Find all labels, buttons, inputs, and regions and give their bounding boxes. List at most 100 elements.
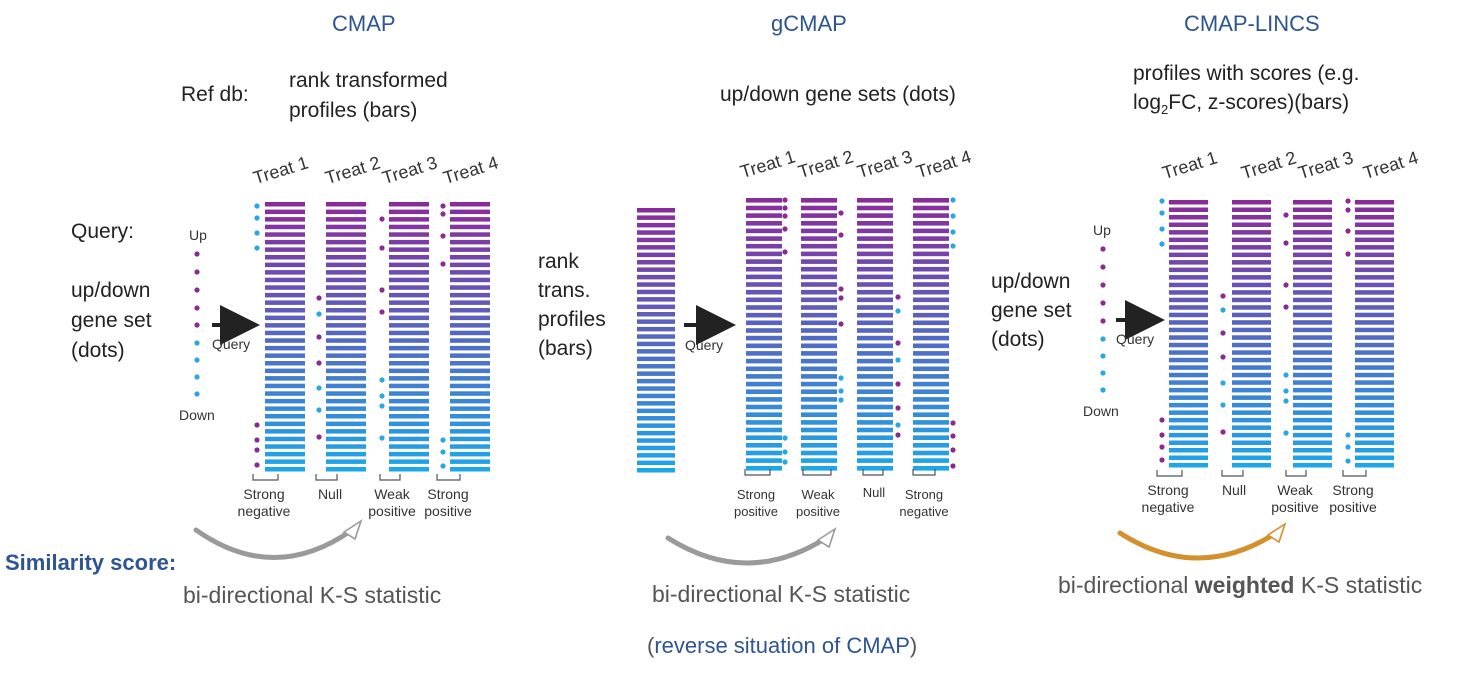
lincs-bar [1355, 275, 1394, 280]
cmap-ref-db-desc-2: profiles (bars) [289, 99, 418, 122]
cmap-outcome-2: Null [317, 486, 343, 502]
gcmap-query-bar [637, 356, 675, 362]
gcmap-query-bar [637, 222, 675, 228]
cmap-bar [389, 451, 429, 457]
gcmap-bar [857, 289, 893, 295]
gcmap-bar [913, 213, 949, 218]
cmap-up-label: Up [189, 227, 207, 243]
cmap-bar [450, 232, 490, 237]
cmap-dot [440, 233, 446, 239]
gcmap-dot [950, 420, 956, 426]
gcmap-bar [857, 259, 893, 264]
cmap-bar [326, 451, 366, 457]
gcmap-bar [746, 312, 782, 318]
gcmap-query-bar [637, 416, 675, 421]
cmap-bar [326, 436, 366, 442]
cmap-bar [265, 247, 305, 252]
cmap-bar [265, 361, 305, 366]
cmap-bar [389, 232, 429, 237]
cmap-bar [265, 232, 305, 237]
gcmap-bar [857, 320, 893, 326]
lincs-bar [1355, 215, 1394, 220]
cmap-bar [450, 459, 490, 464]
gcmap-bar [746, 198, 782, 203]
lincs-bar [1355, 267, 1394, 273]
gcmap-bar [913, 435, 949, 440]
lincs-bar [1355, 350, 1394, 355]
gcmap-bar [746, 427, 782, 433]
gcmap-dot [782, 197, 788, 203]
gcmap-bar [857, 458, 893, 463]
gcmap-bar [746, 397, 782, 402]
cmap-dot [440, 261, 446, 267]
lincs-bar [1293, 342, 1332, 348]
gcmap-bar [746, 228, 782, 234]
gcmap-bar [857, 221, 893, 226]
gcmap-query-bar [637, 460, 675, 466]
gcmap-bar [801, 427, 837, 433]
cmap-bar [450, 255, 490, 260]
lincs-bar [1293, 327, 1332, 333]
cmap-bar [389, 459, 429, 464]
gcmap-ref-db-desc: up/down gene sets (dots) [720, 83, 956, 106]
gcmap-bar [801, 381, 837, 387]
cmap-bar [450, 217, 490, 222]
cmap-bar [450, 376, 490, 381]
gcmap-bar [746, 412, 782, 417]
gcmap-bar [801, 366, 837, 372]
gcmap-outcome-3: Null [862, 485, 886, 500]
lincs-bar [1232, 432, 1271, 438]
gcmap-bar [857, 381, 893, 387]
cmap-bar [450, 436, 490, 442]
gcmap-query-arrow-label: Query [685, 337, 724, 353]
gcmap-bar [746, 443, 782, 448]
cmap-bar [389, 217, 429, 222]
gcmap-bar [801, 320, 837, 326]
panel-title-cmap-lincs: CMAP-LINCS [1184, 11, 1320, 36]
gcmap-bar [913, 251, 949, 257]
cmap-bar [326, 224, 366, 230]
lincs-query-desc-2: gene set [991, 299, 1072, 322]
gcmap-bar [801, 358, 837, 364]
gcmap-query-bar [637, 260, 675, 265]
lincs-bar [1355, 207, 1394, 212]
lincs-bar [1293, 200, 1332, 205]
lincs-bar [1293, 455, 1332, 460]
gcmap-bar [913, 274, 949, 280]
gcmap-bar [801, 221, 837, 226]
gcmap-dot [782, 435, 788, 441]
lincs-dot [1283, 282, 1289, 288]
gcmap-dot [895, 308, 901, 314]
cmap-bar [389, 247, 429, 252]
gcmap-bar [913, 297, 949, 303]
lincs-dot [1220, 330, 1226, 336]
gcmap-bar [913, 458, 949, 463]
cmap-dot [440, 437, 446, 443]
lincs-dot [1345, 432, 1351, 438]
gcmap-bar [913, 374, 949, 379]
gcmap-query-bar [637, 237, 675, 243]
cmap-bar [389, 330, 429, 336]
gcmap-bar [913, 397, 949, 402]
gcmap-dot [895, 405, 901, 411]
cmap-bar [450, 202, 490, 207]
cmap-bracket [379, 474, 401, 481]
gcmap-dot [950, 213, 956, 219]
gcmap-bar [801, 274, 837, 280]
cmap-dot [440, 211, 446, 217]
cmap-bar [326, 338, 366, 343]
lincs-bar [1293, 432, 1332, 438]
gcmap-bar [746, 266, 782, 272]
gcmap-bar [801, 297, 837, 303]
cmap-bar [326, 421, 366, 427]
gcmap-bar [801, 374, 837, 379]
lincs-bar [1232, 260, 1271, 265]
gcmap-dot [782, 205, 788, 211]
cmap-bar [450, 383, 490, 389]
lincs-bar [1355, 455, 1394, 460]
lincs-bar [1169, 425, 1208, 430]
gcmap-bar [857, 335, 893, 341]
cmap-bar [450, 451, 490, 457]
cmap-dot [194, 391, 200, 397]
gcmap-query-desc-1: rank [538, 250, 579, 273]
